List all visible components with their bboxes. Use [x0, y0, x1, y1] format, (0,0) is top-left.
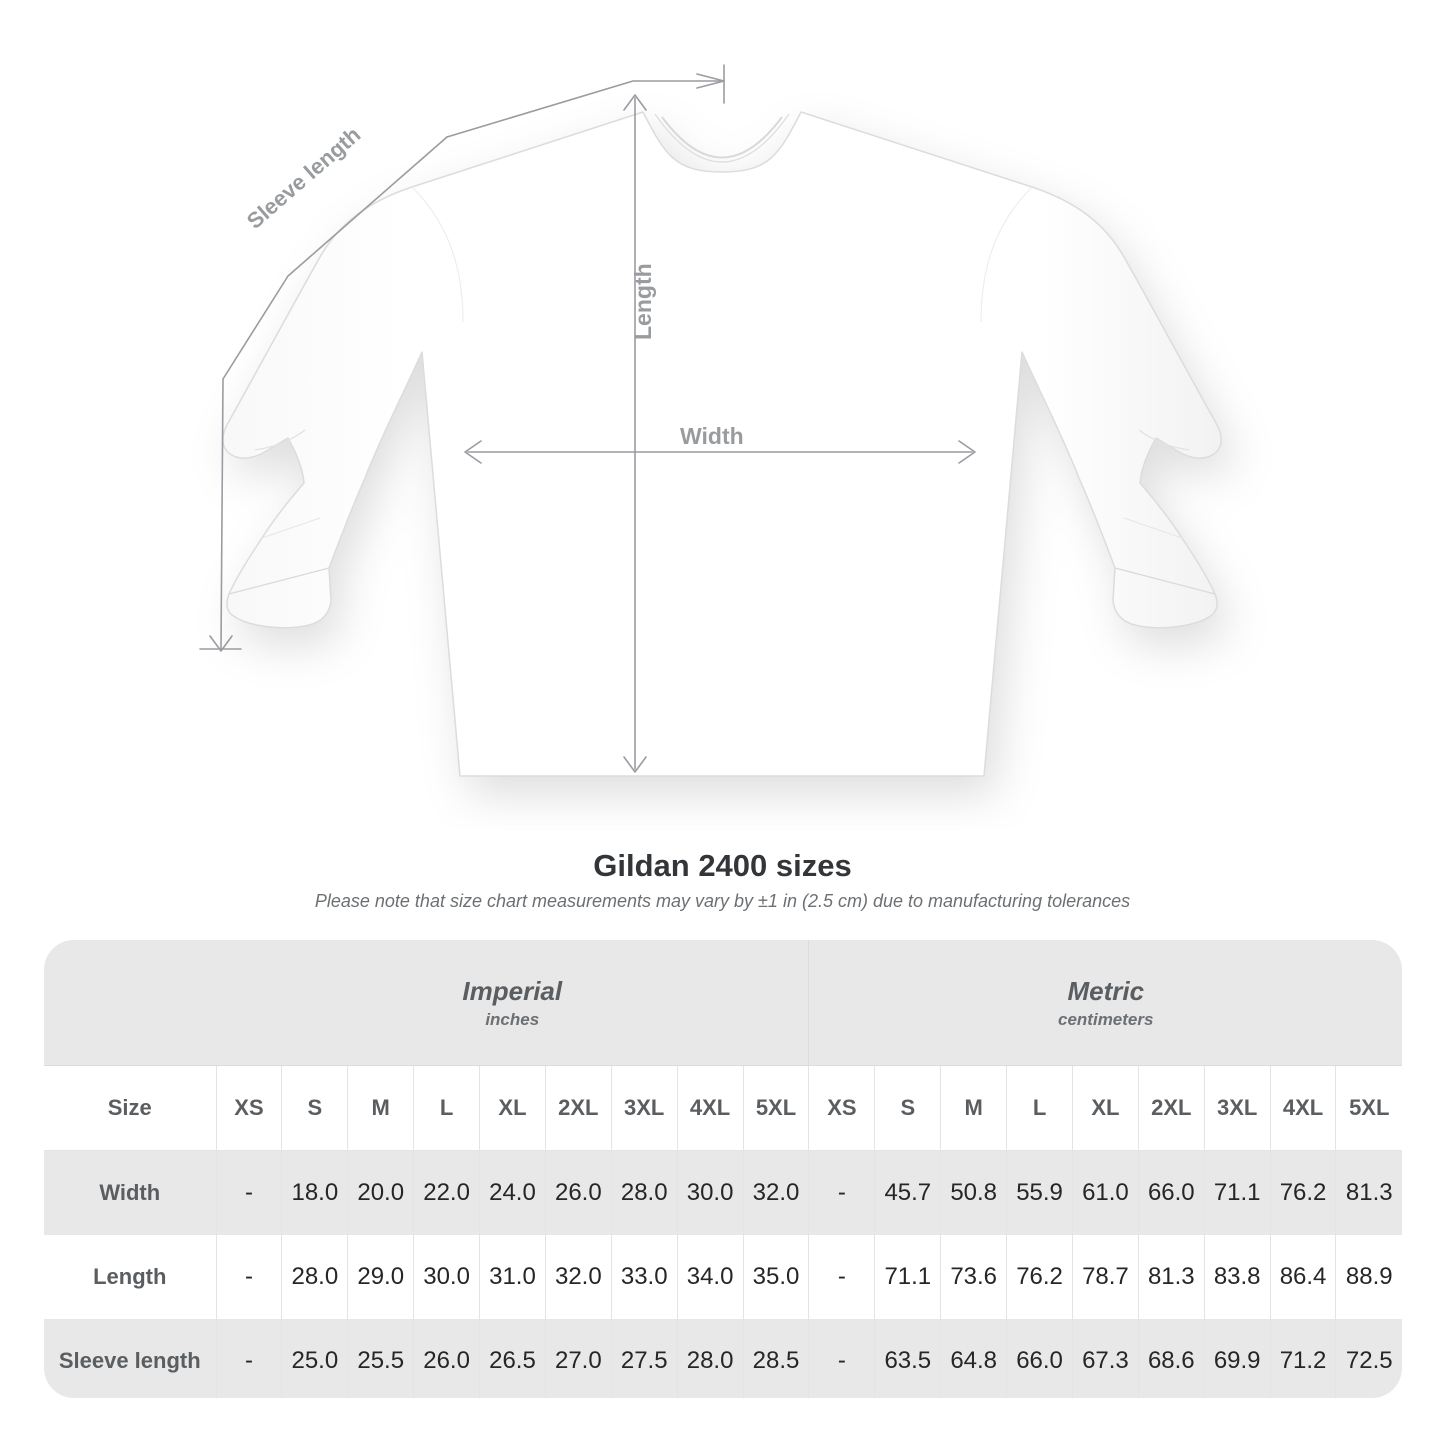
svg-text:Length: Length	[630, 263, 656, 340]
svg-text:Width: Width	[680, 423, 744, 449]
svg-text:Sleeve length: Sleeve length	[242, 122, 365, 234]
